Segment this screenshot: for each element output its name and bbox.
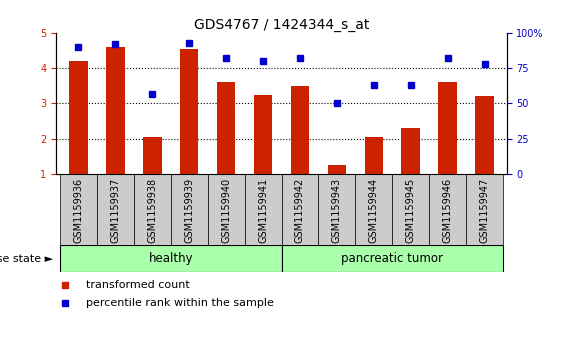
Bar: [466, 174, 503, 245]
Text: transformed count: transformed count: [86, 280, 189, 290]
Text: pancreatic tumor: pancreatic tumor: [341, 252, 443, 265]
Text: disease state ►: disease state ►: [0, 254, 53, 264]
Bar: [106, 47, 124, 174]
Bar: [143, 137, 162, 174]
Text: GSM1159944: GSM1159944: [369, 178, 379, 243]
Text: GSM1159936: GSM1159936: [73, 178, 83, 243]
Bar: [475, 96, 494, 174]
Bar: [392, 174, 429, 245]
Text: GSM1159946: GSM1159946: [443, 178, 453, 243]
Text: GSM1159943: GSM1159943: [332, 178, 342, 243]
Bar: [401, 128, 420, 174]
Bar: [60, 245, 282, 272]
Bar: [282, 174, 319, 245]
Bar: [439, 82, 457, 174]
Bar: [291, 86, 309, 174]
Bar: [254, 95, 272, 174]
Text: healthy: healthy: [149, 252, 193, 265]
Bar: [69, 61, 88, 174]
Bar: [171, 174, 208, 245]
Bar: [282, 245, 503, 272]
Bar: [328, 166, 346, 174]
Bar: [429, 174, 466, 245]
Text: GSM1159942: GSM1159942: [295, 178, 305, 243]
Text: GSM1159945: GSM1159945: [406, 178, 415, 243]
Bar: [97, 174, 134, 245]
Bar: [208, 174, 244, 245]
Bar: [60, 174, 97, 245]
Bar: [134, 174, 171, 245]
Text: GSM1159947: GSM1159947: [480, 178, 490, 243]
Text: GSM1159940: GSM1159940: [221, 178, 231, 243]
Bar: [217, 82, 235, 174]
Bar: [180, 49, 198, 174]
Text: GSM1159938: GSM1159938: [148, 178, 157, 243]
Text: GSM1159941: GSM1159941: [258, 178, 268, 243]
Text: GSM1159939: GSM1159939: [184, 178, 194, 243]
Bar: [355, 174, 392, 245]
Title: GDS4767 / 1424344_s_at: GDS4767 / 1424344_s_at: [194, 18, 369, 32]
Bar: [365, 137, 383, 174]
Bar: [319, 174, 355, 245]
Bar: [244, 174, 282, 245]
Text: GSM1159937: GSM1159937: [110, 178, 120, 243]
Text: percentile rank within the sample: percentile rank within the sample: [86, 298, 274, 308]
